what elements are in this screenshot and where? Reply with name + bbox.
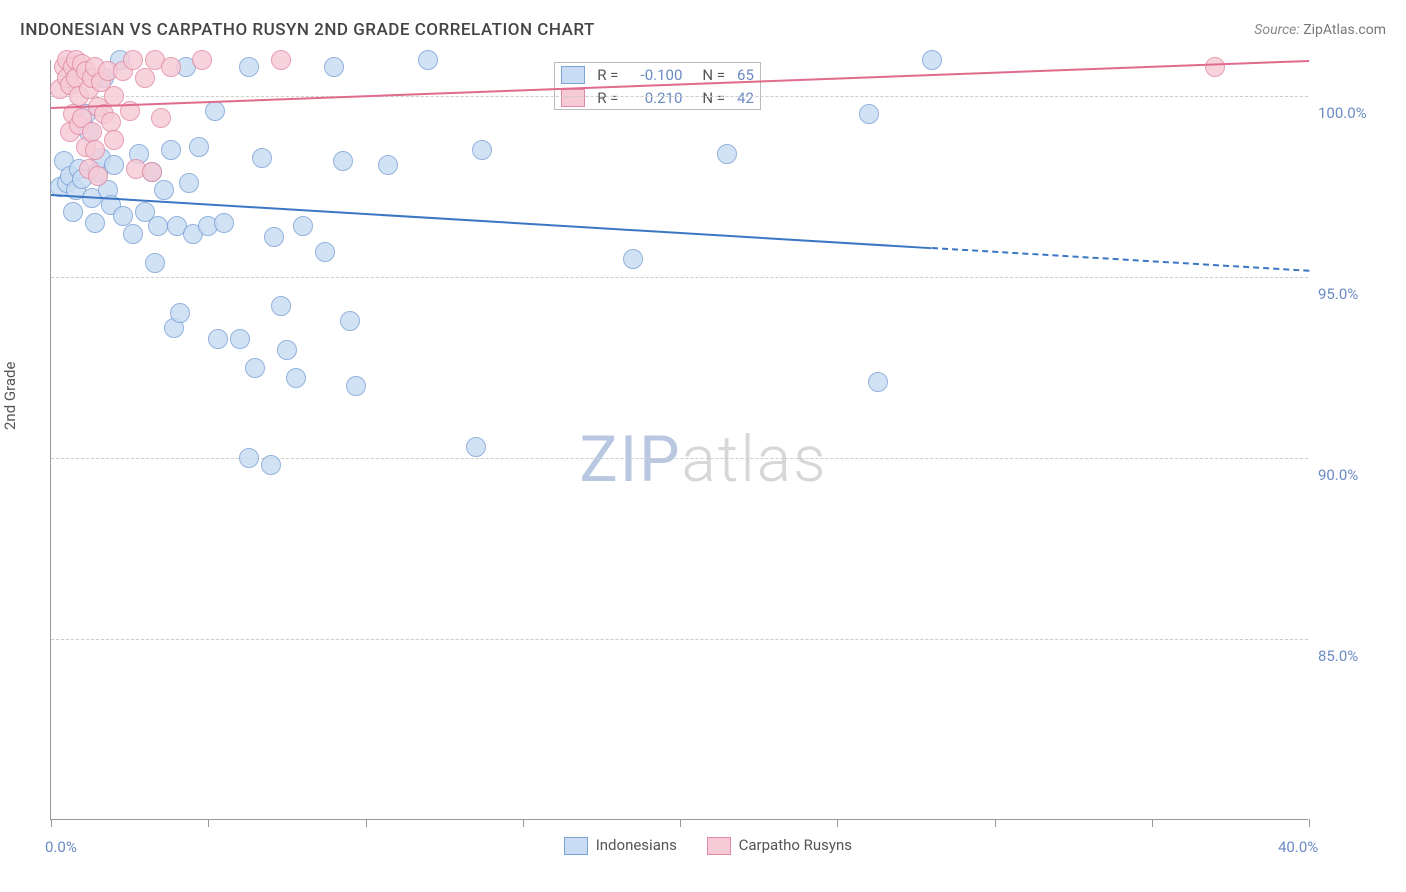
- data-point: [104, 130, 124, 150]
- data-point: [148, 216, 168, 236]
- data-point: [466, 437, 486, 457]
- data-point: [340, 311, 360, 331]
- data-point: [113, 206, 133, 226]
- watermark: ZIPatlas: [579, 422, 827, 497]
- x-tick: [837, 819, 838, 827]
- data-point: [151, 108, 171, 128]
- data-point: [239, 57, 259, 77]
- data-point: [205, 101, 225, 121]
- data-point: [717, 144, 737, 164]
- data-point: [623, 249, 643, 269]
- data-point: [85, 213, 105, 233]
- scatter-plot-area: ZIPatlas R =-0.100N =65R =0.210N =42 85.…: [50, 60, 1308, 820]
- data-point: [333, 151, 353, 171]
- x-tick: [208, 819, 209, 827]
- x-tick: [366, 819, 367, 827]
- data-point: [145, 253, 165, 273]
- trend-line: [932, 247, 1310, 272]
- series-legend: Indonesians Carpatho Rusyns: [0, 836, 1406, 855]
- y-tick-label: 100.0%: [1318, 104, 1378, 122]
- data-point: [179, 173, 199, 193]
- data-point: [154, 180, 174, 200]
- data-point: [101, 112, 121, 132]
- gridline: [51, 277, 1308, 278]
- data-point: [271, 50, 291, 70]
- data-point: [286, 368, 306, 388]
- data-point: [123, 50, 143, 70]
- data-point: [418, 50, 438, 70]
- data-point: [245, 358, 265, 378]
- data-point: [271, 296, 291, 316]
- x-tick-label: 40.0%: [1278, 838, 1318, 856]
- data-point: [472, 140, 492, 160]
- y-tick-label: 85.0%: [1318, 647, 1378, 665]
- data-point: [239, 448, 259, 468]
- x-tick: [1309, 819, 1310, 827]
- data-point: [868, 372, 888, 392]
- data-point: [104, 86, 124, 106]
- x-tick: [51, 819, 52, 827]
- data-point: [192, 50, 212, 70]
- data-point: [230, 329, 250, 349]
- legend-item: Carpatho Rusyns: [697, 836, 852, 854]
- x-tick: [680, 819, 681, 827]
- source-value: ZipAtlas.com: [1303, 22, 1386, 38]
- x-tick: [1152, 819, 1153, 827]
- data-point: [315, 242, 335, 262]
- data-point: [135, 68, 155, 88]
- gridline: [51, 639, 1308, 640]
- data-point: [63, 202, 83, 222]
- data-point: [170, 303, 190, 323]
- x-tick: [995, 819, 996, 827]
- y-tick-label: 95.0%: [1318, 285, 1378, 303]
- data-point: [85, 140, 105, 160]
- data-point: [161, 140, 181, 160]
- data-point: [189, 137, 209, 157]
- data-point: [214, 213, 234, 233]
- data-point: [1205, 57, 1225, 77]
- data-point: [208, 329, 228, 349]
- data-point: [82, 122, 102, 142]
- legend-item: Indonesians: [554, 836, 677, 854]
- source-attribution: Source: ZipAtlas.com: [1254, 22, 1386, 38]
- chart-title: INDONESIAN VS CARPATHO RUSYN 2ND GRADE C…: [20, 20, 595, 40]
- data-point: [922, 50, 942, 70]
- data-point: [142, 162, 162, 182]
- gridline: [51, 96, 1308, 97]
- data-point: [378, 155, 398, 175]
- y-axis-label: 2nd Grade: [1, 362, 19, 430]
- data-point: [161, 57, 181, 77]
- data-point: [123, 224, 143, 244]
- data-point: [293, 216, 313, 236]
- data-point: [261, 455, 281, 475]
- source-label: Source:: [1254, 22, 1299, 38]
- x-tick-label: 0.0%: [45, 838, 77, 856]
- data-point: [252, 148, 272, 168]
- data-point: [277, 340, 297, 360]
- data-point: [346, 376, 366, 396]
- data-point: [264, 227, 284, 247]
- y-tick-label: 90.0%: [1318, 466, 1378, 484]
- data-point: [88, 166, 108, 186]
- data-point: [859, 104, 879, 124]
- x-tick: [523, 819, 524, 827]
- data-point: [324, 57, 344, 77]
